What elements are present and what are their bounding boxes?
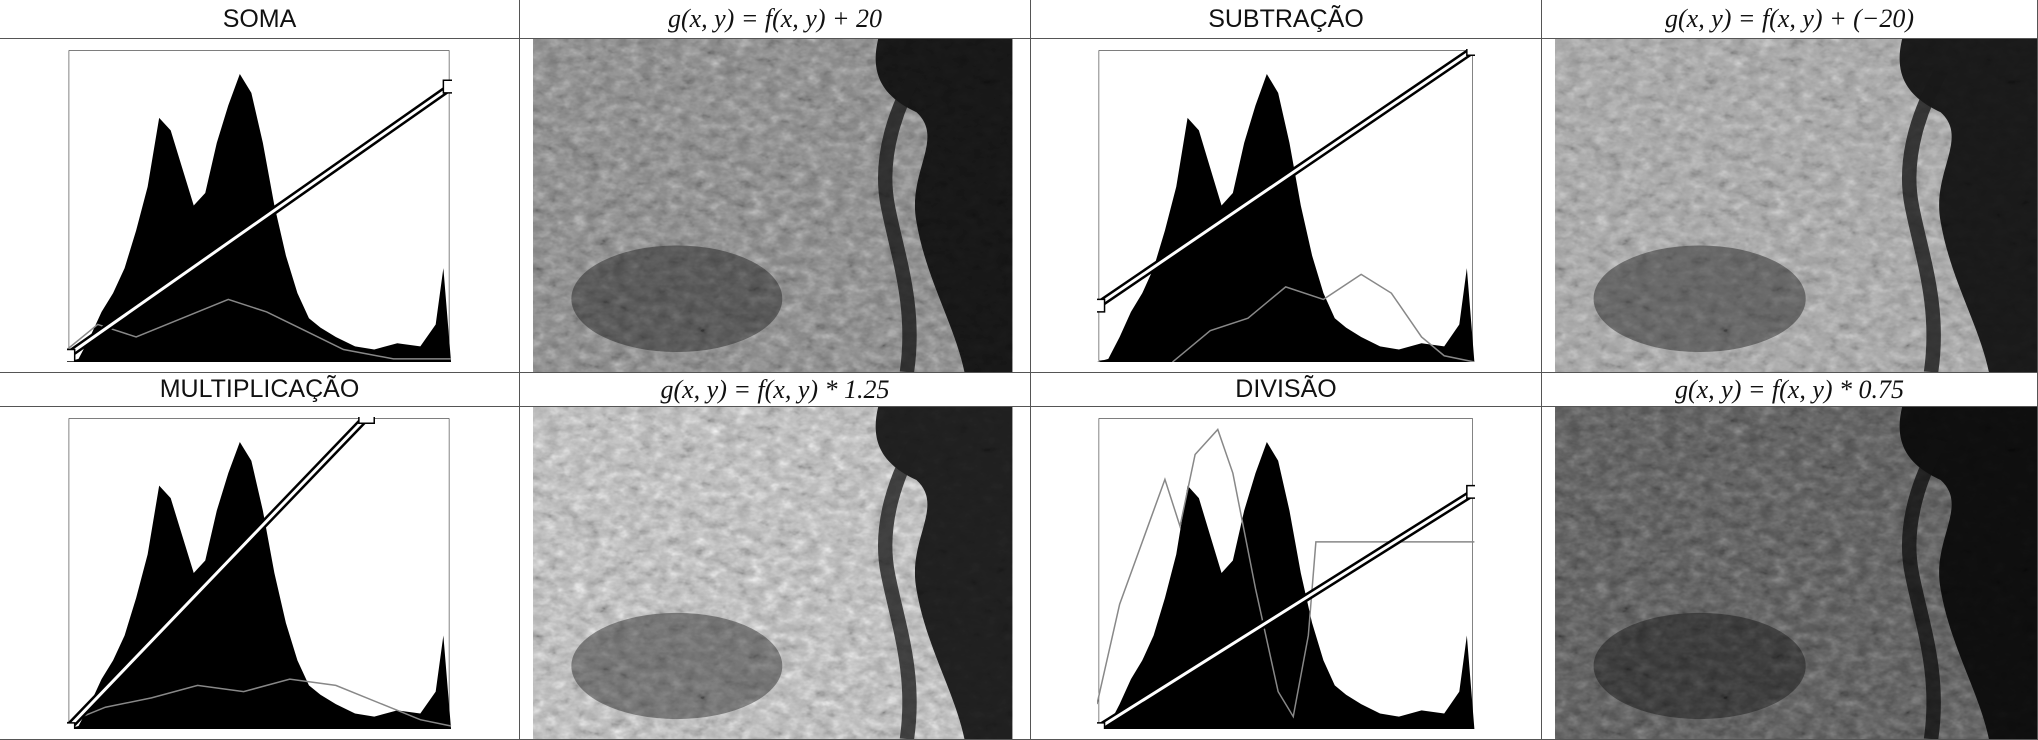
control-point bbox=[444, 80, 452, 93]
satellite-image bbox=[533, 39, 1012, 372]
histogram bbox=[67, 417, 451, 729]
image-content bbox=[1555, 407, 2037, 739]
histogram bbox=[1097, 49, 1474, 362]
cell-header: SUBTRAÇÃO bbox=[1031, 0, 1542, 39]
histogram-cell bbox=[1031, 407, 1542, 740]
control-point bbox=[67, 723, 75, 729]
control-point bbox=[1467, 49, 1475, 55]
control-point bbox=[359, 417, 374, 423]
satellite-image bbox=[533, 407, 1012, 739]
image-cell bbox=[520, 39, 1031, 373]
image-content bbox=[1555, 39, 2037, 372]
histogram bbox=[1097, 417, 1474, 729]
cell-header: MULTIPLICAÇÃO bbox=[0, 373, 520, 407]
figure-table: SOMAg(x, y) = f(x, y) + 20SUBTRAÇÃOg(x, … bbox=[0, 0, 2038, 740]
cell-header: SOMA bbox=[0, 0, 520, 39]
dark-area bbox=[1593, 245, 1805, 352]
histogram-cell bbox=[0, 407, 520, 740]
image-content bbox=[533, 39, 1012, 372]
image-cell bbox=[1542, 407, 2038, 740]
cell-header: g(x, y) = f(x, y) + (−20) bbox=[1542, 0, 2038, 39]
control-point bbox=[1097, 723, 1105, 729]
control-point bbox=[1467, 486, 1475, 498]
cell-header: DIVISÃO bbox=[1031, 373, 1542, 407]
histogram-cell bbox=[1031, 39, 1542, 373]
histogram-cell bbox=[0, 39, 520, 373]
satellite-image bbox=[1555, 407, 2037, 739]
cell-header: g(x, y) = f(x, y) * 0.75 bbox=[1542, 373, 2038, 407]
dark-area bbox=[1593, 613, 1805, 719]
control-point bbox=[1097, 299, 1105, 312]
cell-header: g(x, y) = f(x, y) * 1.25 bbox=[520, 373, 1031, 407]
image-cell bbox=[520, 407, 1031, 740]
cell-header: g(x, y) = f(x, y) + 20 bbox=[520, 0, 1031, 39]
dark-area bbox=[572, 245, 783, 352]
dark-area bbox=[572, 613, 783, 719]
satellite-image bbox=[1555, 39, 2037, 372]
image-cell bbox=[1542, 39, 2038, 373]
histogram bbox=[67, 49, 451, 362]
image-content bbox=[533, 407, 1012, 739]
control-point bbox=[67, 349, 75, 362]
